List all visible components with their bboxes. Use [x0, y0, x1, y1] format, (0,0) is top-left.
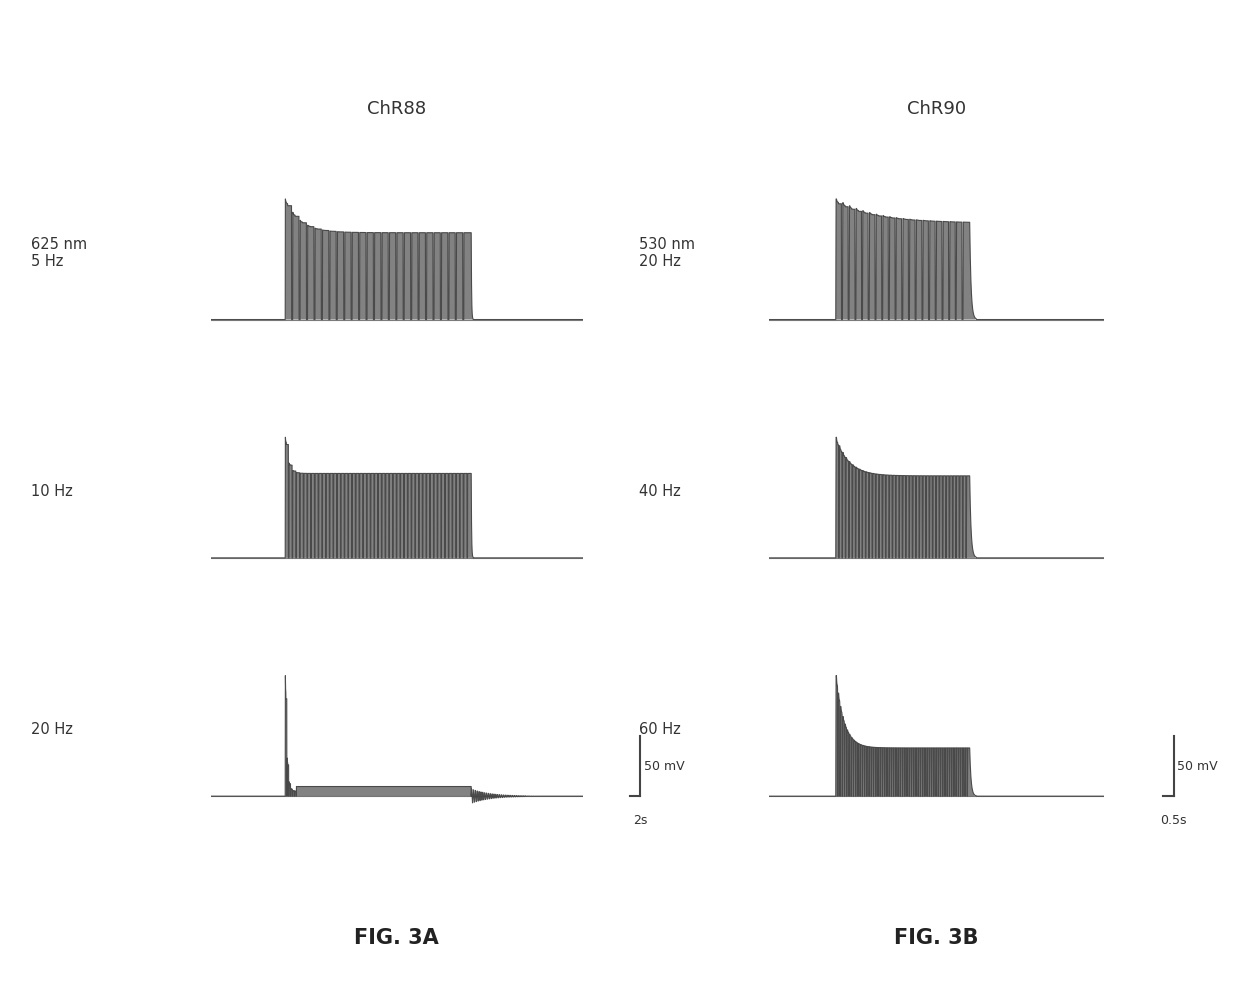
Text: FIG. 3B: FIG. 3B: [894, 928, 978, 948]
Text: 50 mV: 50 mV: [644, 760, 684, 773]
Text: 625 nm
5 Hz: 625 nm 5 Hz: [31, 237, 87, 269]
Text: 10 Hz: 10 Hz: [31, 484, 73, 499]
Text: 50 mV: 50 mV: [1177, 760, 1218, 773]
Text: ChR90: ChR90: [906, 100, 966, 118]
Text: ChR88: ChR88: [367, 100, 427, 118]
Text: 2s: 2s: [634, 814, 647, 827]
Text: 530 nm
20 Hz: 530 nm 20 Hz: [639, 237, 694, 269]
Text: 40 Hz: 40 Hz: [639, 484, 681, 499]
Text: 0.5s: 0.5s: [1161, 814, 1187, 827]
Text: FIG. 3A: FIG. 3A: [355, 928, 439, 948]
Text: 20 Hz: 20 Hz: [31, 722, 73, 738]
Text: 60 Hz: 60 Hz: [639, 722, 681, 738]
